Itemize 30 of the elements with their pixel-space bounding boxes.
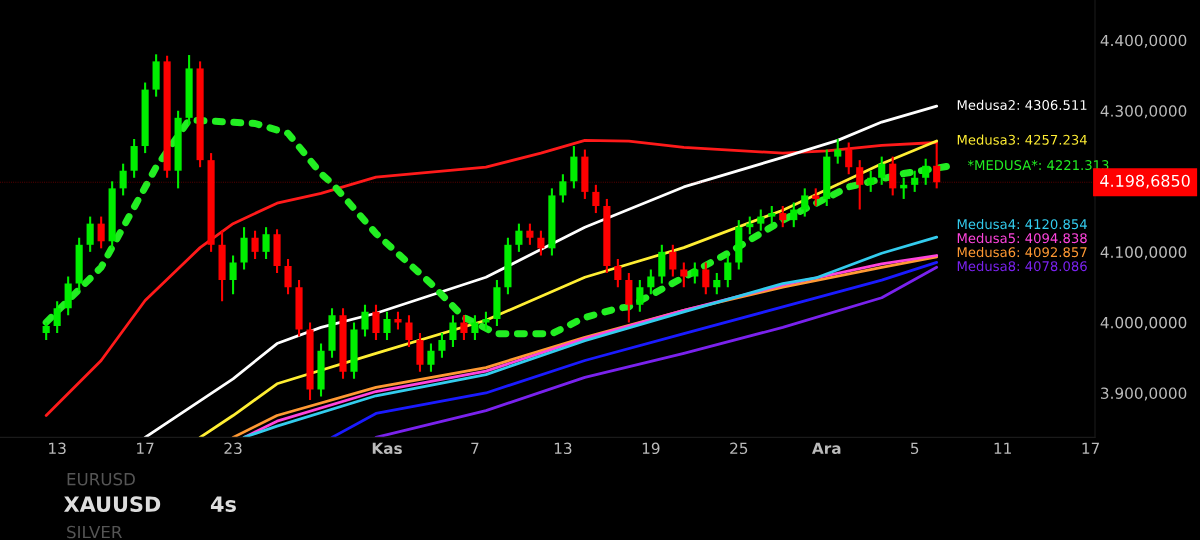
x-tick-label: 11 xyxy=(994,442,1011,454)
y-tick-label: 4.100,0000 xyxy=(1100,246,1187,260)
x-tick-label: Kas xyxy=(372,442,402,455)
x-tick-label: 23 xyxy=(224,442,242,455)
x-tick-label: 17 xyxy=(1082,442,1100,454)
y-tick-label: 3.900,0000 xyxy=(1101,387,1187,401)
x-tick-label: 25 xyxy=(730,442,748,455)
y-tick-label: 4.000,0000 xyxy=(1100,316,1187,330)
x-tick-label: Ara xyxy=(811,442,841,455)
series-label: Medusa8: 4078.086 xyxy=(957,260,1087,272)
series-label: Medusa2: 4306.511 xyxy=(957,99,1087,110)
ref-line-label: 4.198,6850 xyxy=(1100,174,1190,189)
text: SILVER xyxy=(67,525,122,539)
x-tick-label: 7 xyxy=(471,442,479,454)
y-tick-label: 4.400,0000 xyxy=(1100,34,1187,48)
series-label: Medusa6: 4092.857 xyxy=(957,246,1087,258)
x-tick-label: 17 xyxy=(137,442,154,454)
series-label: Medusa4: 4120.854 xyxy=(957,218,1087,230)
text: 4s xyxy=(210,496,236,513)
text: EURUSD xyxy=(67,472,135,486)
x-tick-label: 13 xyxy=(554,442,572,455)
y-tick-label: 4.300,0000 xyxy=(1100,105,1187,119)
line-series xyxy=(143,104,939,438)
series-label: Medusa5: 4094.838 xyxy=(957,232,1087,244)
x-tick-label: 5 xyxy=(911,442,919,455)
series-label: Medusa3: 4257.234 xyxy=(957,134,1087,145)
x-tick-label: 13 xyxy=(49,442,66,455)
text: XAUUSD xyxy=(64,496,161,513)
x-tick-label: 19 xyxy=(642,442,660,455)
line-series xyxy=(44,139,939,417)
